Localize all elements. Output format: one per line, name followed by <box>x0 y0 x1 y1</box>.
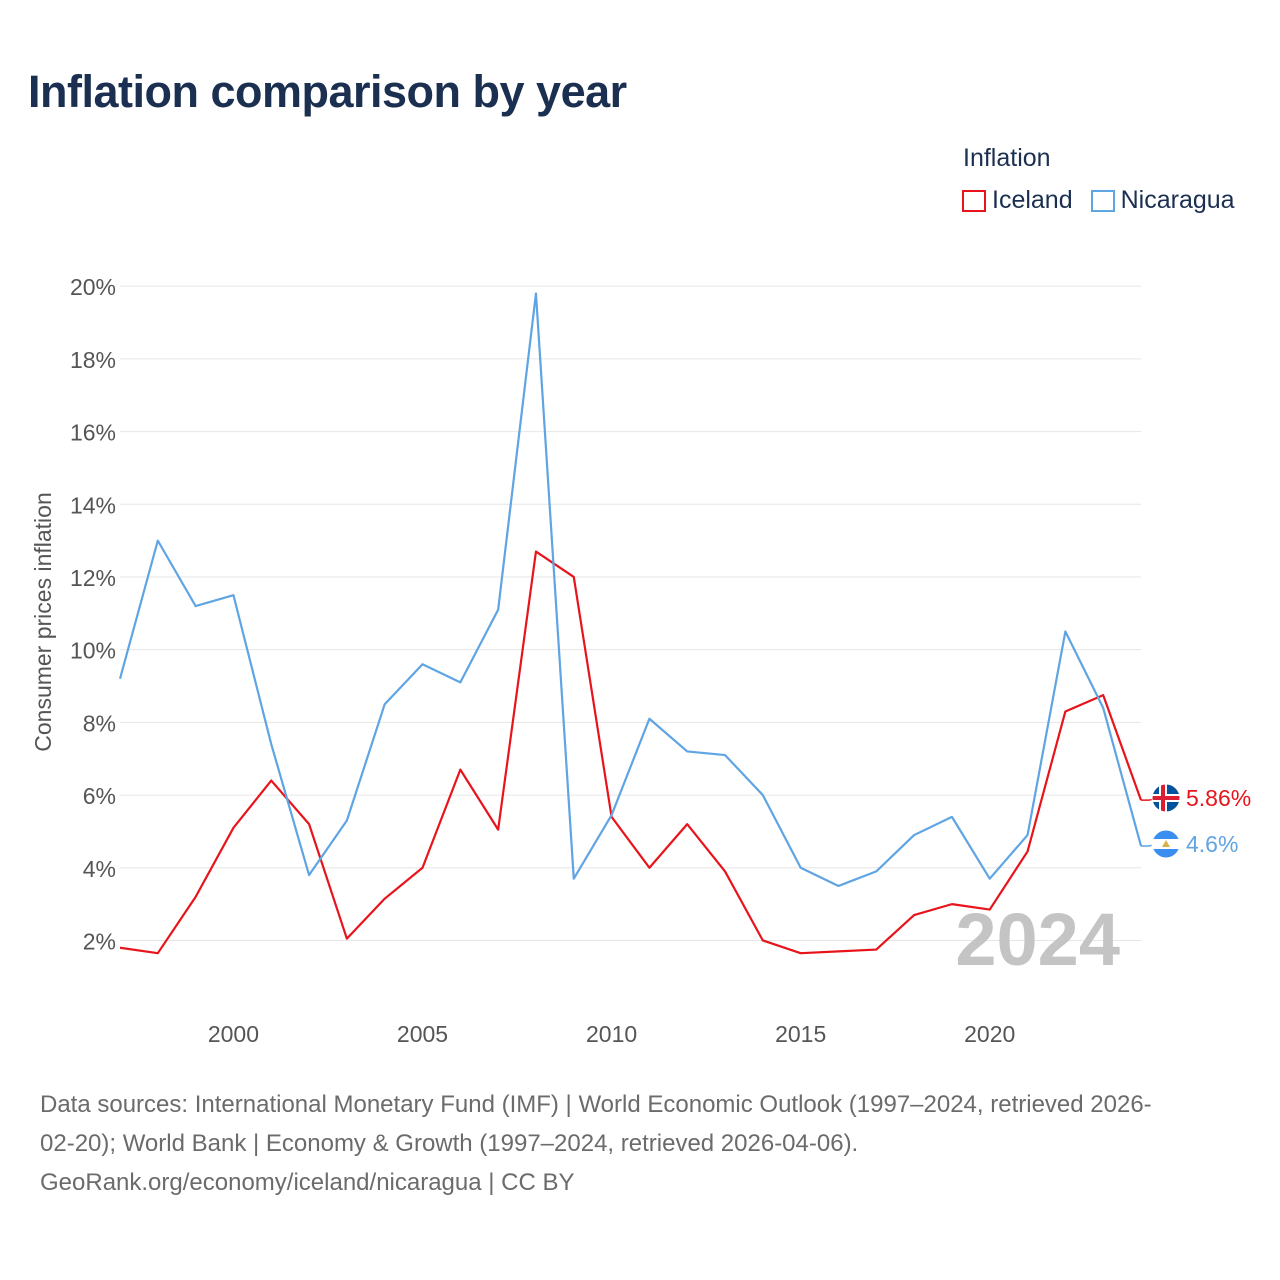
iceland-flag-icon <box>1151 783 1181 813</box>
y-tick-label: 12% <box>70 565 116 591</box>
nicaragua-flag-icon <box>1151 829 1181 859</box>
x-tick-label: 2000 <box>208 1021 259 1047</box>
end-value-label-iceland: 5.86% <box>1186 785 1251 811</box>
year-watermark: 2024 <box>955 898 1120 981</box>
legend-item-iceland[interactable]: Iceland <box>962 186 1073 215</box>
legend: Iceland Nicaragua <box>962 186 1253 215</box>
y-tick-label: 10% <box>70 638 116 664</box>
y-tick-label: 18% <box>70 347 116 373</box>
footer-sources-line-2: 02-20); World Bank | Economy & Growth (1… <box>40 1130 859 1157</box>
legend-title: Inflation <box>963 144 1051 172</box>
series-line-nicaragua <box>118 292 1143 888</box>
footer: Data sources: International Monetary Fun… <box>40 1085 1250 1202</box>
legend-swatch-iceland <box>962 189 986 212</box>
y-tick-label: 14% <box>70 492 116 518</box>
y-tick-label: 6% <box>83 783 116 809</box>
legend-label-nicaragua: Nicaragua <box>1120 186 1235 214</box>
legend-item-nicaragua[interactable]: Nicaragua <box>1090 186 1235 215</box>
y-tick-label: 20% <box>70 274 116 300</box>
series-line-iceland <box>119 550 1143 955</box>
y-tick-label: 8% <box>83 710 116 736</box>
x-tick-label: 2020 <box>964 1021 1015 1047</box>
x-tick-label: 2015 <box>775 1021 826 1047</box>
footer-sources-line-1: Data sources: International Monetary Fun… <box>40 1091 1152 1118</box>
x-tick-label: 2010 <box>586 1021 637 1047</box>
chart-title: Inflation comparison by year <box>28 66 627 117</box>
footer-attribution[interactable]: GeoRank.org/economy/iceland/nicaragua | … <box>40 1169 575 1196</box>
legend-label-iceland: Iceland <box>992 186 1073 214</box>
y-tick-label: 2% <box>83 928 116 954</box>
x-tick-label: 2005 <box>397 1021 448 1047</box>
y-tick-label: 16% <box>70 420 116 446</box>
end-value-label-nicaragua: 4.6% <box>1186 831 1238 857</box>
y-tick-label: 4% <box>83 856 116 882</box>
legend-swatch-nicaragua <box>1090 189 1115 212</box>
y-axis-label: Consumer prices inflation <box>30 492 56 752</box>
